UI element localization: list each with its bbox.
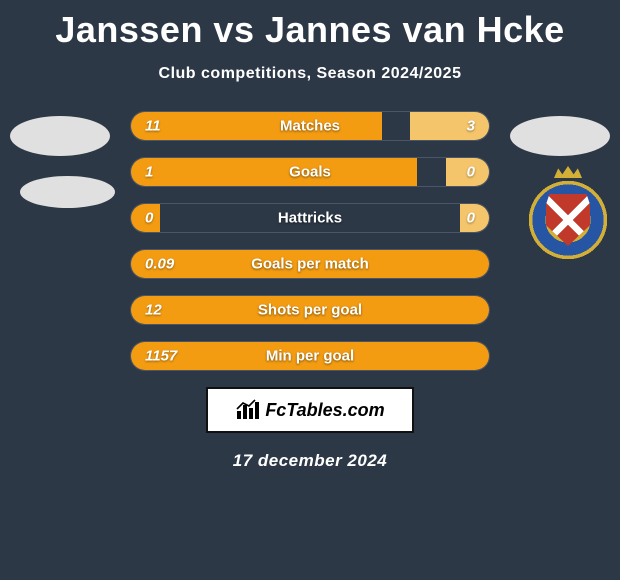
metric-label: Min per goal	[266, 348, 354, 365]
metric-row: 12 Shots per goal	[130, 295, 490, 325]
page-title: Janssen vs Jannes van Hcke	[0, 9, 620, 51]
metric-value-right: 0	[467, 210, 475, 227]
metric-bar-left	[131, 158, 417, 186]
player1-club-placeholder-1	[10, 116, 110, 156]
metric-label: Goals per match	[251, 256, 369, 273]
date-text: 17 december 2024	[0, 451, 620, 471]
subtitle: Club competitions, Season 2024/2025	[0, 65, 620, 83]
metric-bar-left	[131, 112, 382, 140]
metric-row: 1 0 Goals	[130, 157, 490, 187]
metric-value-left: 1	[145, 164, 153, 181]
metric-value-left: 12	[145, 302, 162, 319]
metric-label: Shots per goal	[258, 302, 362, 319]
metric-value-right: 3	[467, 118, 475, 135]
metric-value-left: 0.09	[145, 256, 174, 273]
player1-club-placeholder-2	[20, 176, 115, 208]
metric-row: 11 3 Matches	[130, 111, 490, 141]
metric-bar-right	[410, 112, 489, 140]
metric-value-left: 0	[145, 210, 153, 227]
crest-crown-icon	[554, 166, 582, 178]
brand-chart-icon	[235, 399, 261, 421]
metric-label: Matches	[280, 118, 340, 135]
metric-row: 1157 Min per goal	[130, 341, 490, 371]
brand-text: FcTables.com	[265, 400, 384, 421]
metric-value-right: 0	[467, 164, 475, 181]
brand-badge: FcTables.com	[206, 387, 414, 433]
metric-value-left: 11	[145, 118, 161, 135]
player2-club-crest	[526, 178, 610, 262]
metric-value-left: 1157	[145, 348, 177, 365]
player2-club-placeholder-1	[510, 116, 610, 156]
crest-shield-icon	[546, 194, 590, 246]
metric-row: 0 0 Hattricks	[130, 203, 490, 233]
metric-row: 0.09 Goals per match	[130, 249, 490, 279]
crest-cross-icon	[546, 194, 590, 246]
metric-label: Hattricks	[278, 210, 342, 227]
comparison-bars: 11 3 Matches 1 0 Goals 0 0 Hattricks 0.09 Goals pe…	[130, 111, 490, 371]
metric-label: Goals	[289, 164, 331, 181]
